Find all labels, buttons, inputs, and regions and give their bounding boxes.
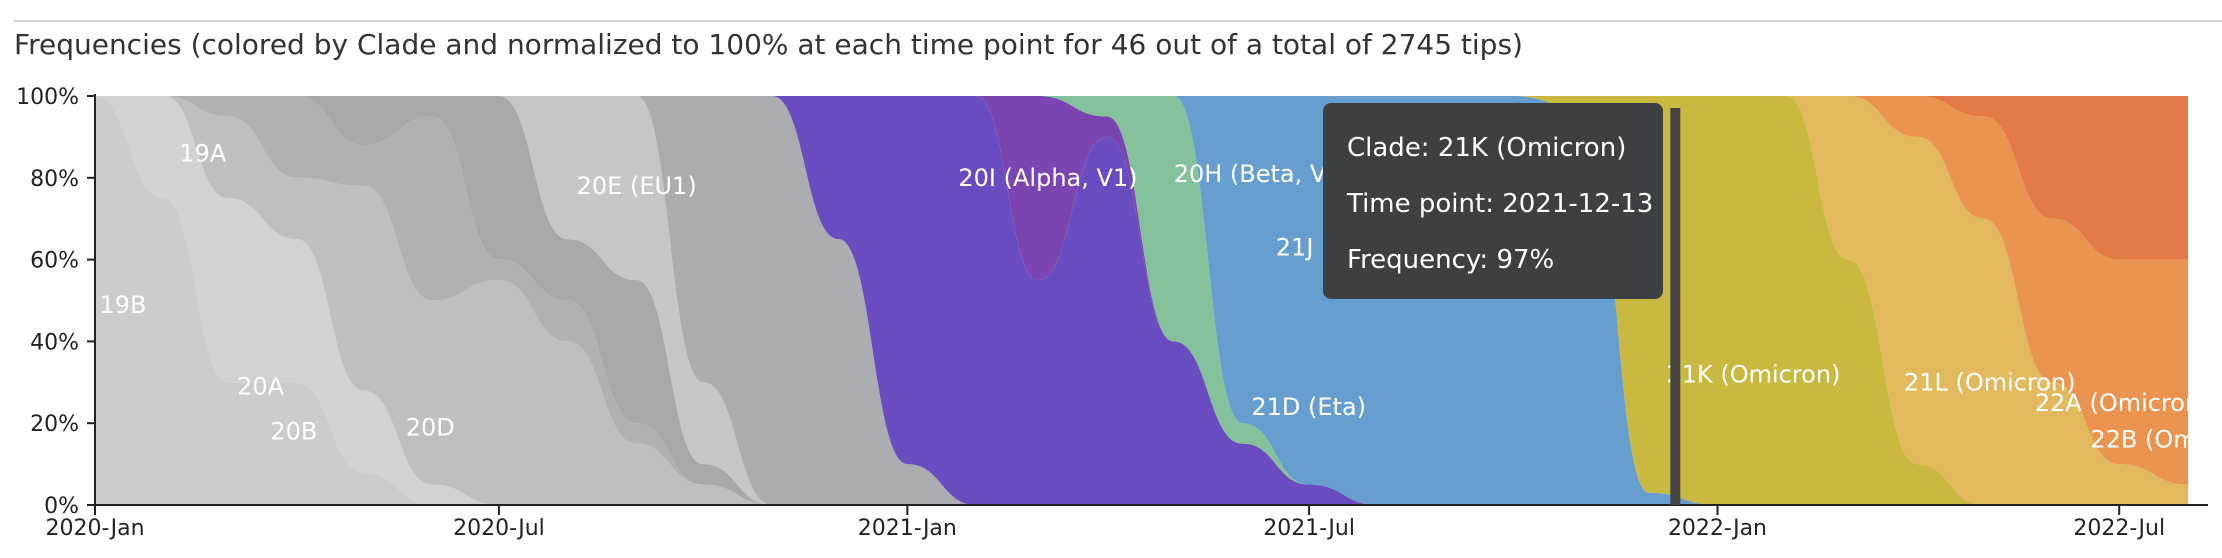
area-21d-eta[interactable] <box>95 96 2189 505</box>
y-tick-label: 100% <box>16 85 79 110</box>
chart-title: Frequencies (colored by Clade and normal… <box>14 28 1523 61</box>
series-label-21d-eta: 21D (Eta) <box>1251 393 1366 421</box>
series-label-19a: 19A <box>179 139 227 167</box>
x-tick-label: 2022-Jul <box>2073 516 2165 541</box>
y-tick-label: 40% <box>30 330 79 355</box>
series-label-22a-omicron: 22A (Omicron) <box>2035 389 2210 417</box>
y-tick-label: 0% <box>44 494 79 519</box>
area-21k-omicron[interactable] <box>95 96 2189 505</box>
area-20e-eu1[interactable] <box>95 96 2189 505</box>
axes: 0% 20% 40% 60% 80% 100% 2020-Jan 2020-Jul 2021-J… <box>16 85 2208 541</box>
tooltip-time-point: Time point: 2021-12-13 <box>1346 189 1653 219</box>
series-label-19b: 19B <box>99 291 146 319</box>
y-tick-label: 60% <box>30 249 79 274</box>
series-label-21l-omicron: 21L (Omicron) <box>1904 368 2076 396</box>
area-19b[interactable] <box>95 96 2189 505</box>
tooltip-frequency: Frequency: 97% <box>1347 245 1554 275</box>
series-label-20a: 20A <box>237 373 285 401</box>
series-label-21k-omicron: 21K (Omicron) <box>1666 360 1840 388</box>
area-20i-alpha-v1[interactable] <box>95 96 2189 505</box>
series-label-20b: 20B <box>270 418 317 446</box>
x-tick-label: 2020-Jan <box>45 516 144 541</box>
area-22a-omicron[interactable] <box>95 96 2189 485</box>
y-tick-label: 80% <box>30 167 79 192</box>
series-labels: 19A 19B 20A 20B 20D 20E (EU1) 20I (Alpha, V1) 2… <box>99 139 2222 453</box>
top-divider <box>14 20 2222 22</box>
hover-marker-line <box>1670 108 1681 505</box>
tooltip-box <box>1323 103 1663 299</box>
hover-layer: Clade: 21K (Omicron) Time point: 2021-12-… <box>1323 103 1681 505</box>
x-tick-label: 2020-Jul <box>453 516 545 541</box>
area-20b[interactable] <box>95 96 2189 505</box>
y-tick-label: 20% <box>30 412 79 437</box>
stacked-areas <box>95 96 2189 505</box>
series-label-22b-omicron: 22B (Omicron) <box>2090 426 2222 454</box>
area-21l-omicron[interactable] <box>95 96 2189 505</box>
x-tick-label: 2021-Jan <box>858 516 957 541</box>
tooltip-clade: Clade: 21K (Omicron) <box>1347 133 1626 163</box>
area-20d[interactable] <box>95 96 2189 505</box>
area-22b-omicron[interactable] <box>95 96 2189 260</box>
x-tick-label: 2022-Jan <box>1668 516 1767 541</box>
series-label-20i-alpha-v1: 20I (Alpha, V1) <box>958 164 1137 192</box>
area-20a[interactable] <box>95 96 2189 505</box>
series-label-20d: 20D <box>406 413 455 441</box>
x-tick-label: 2021-Jul <box>1263 516 1355 541</box>
series-label-20e-eu1: 20E (EU1) <box>577 172 697 200</box>
series-label-20h-beta-v2: 20H (Beta, V2) <box>1174 160 1351 188</box>
